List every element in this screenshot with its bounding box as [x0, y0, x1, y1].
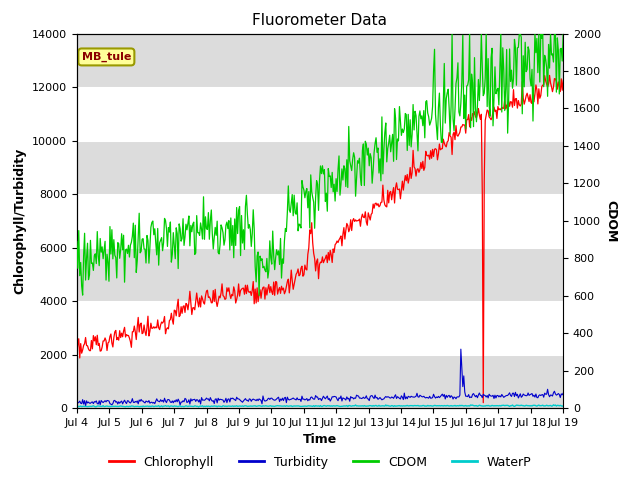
Bar [77, 355, 563, 408]
X-axis label: Time: Time [303, 433, 337, 446]
Title: Fluorometer Data: Fluorometer Data [253, 13, 387, 28]
Bar [77, 141, 563, 194]
Bar [77, 248, 563, 301]
Text: MB_tule: MB_tule [82, 52, 131, 62]
Bar [77, 34, 563, 87]
Y-axis label: Chlorophyll/Turbidity: Chlorophyll/Turbidity [13, 148, 26, 294]
Legend: Chlorophyll, Turbidity, CDOM, WaterP: Chlorophyll, Turbidity, CDOM, WaterP [104, 451, 536, 474]
Y-axis label: CDOM: CDOM [605, 200, 618, 242]
